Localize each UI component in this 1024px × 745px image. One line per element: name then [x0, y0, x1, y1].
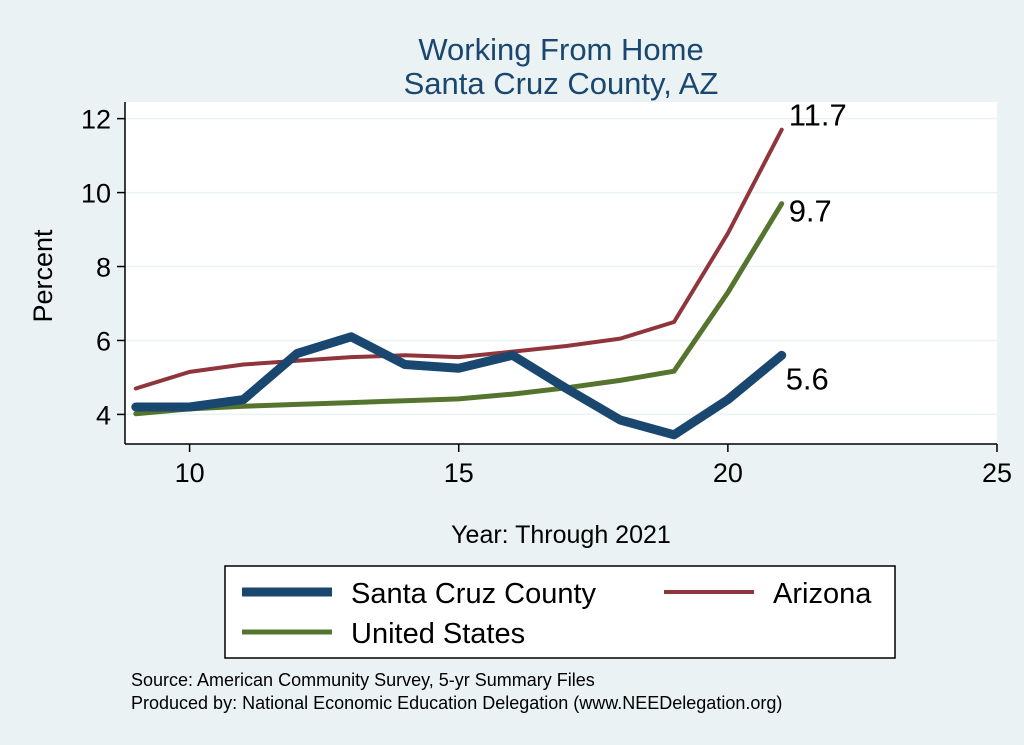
x-ticks: 10 15 20 25 [175, 444, 1012, 488]
y-axis-label: Percent [28, 229, 58, 323]
series-line-united-states [133, 201, 785, 417]
y-tick-label-12: 12 [81, 105, 111, 135]
series-line-arizona [133, 127, 784, 391]
series-lines [131, 127, 787, 440]
end-labels: 11.7 9.7 5.6 [786, 98, 847, 397]
y-tick-label-10: 10 [81, 179, 111, 209]
x-tick-label-20: 20 [713, 458, 743, 488]
end-label-arizona: 11.7 [789, 98, 847, 133]
x-tick-label-15: 15 [444, 458, 474, 488]
gridlines [125, 117, 997, 416]
chart-title-line-2: Santa Cruz County, AZ [404, 66, 719, 101]
x-tick-label-10: 10 [175, 458, 205, 488]
y-tick-label-4: 4 [96, 400, 111, 430]
end-label-santa-cruz-county: 5.6 [786, 361, 829, 396]
source-line-2: Produced by: National Economic Education… [131, 693, 782, 713]
x-tick-label-25: 25 [982, 458, 1012, 488]
series-line-santa-cruz-county [131, 332, 787, 440]
y-tick-label-6: 6 [96, 326, 111, 356]
legend-box [224, 565, 896, 659]
legend-label-arizona: Arizona [773, 578, 872, 610]
source-line-1: Source: American Community Survey, 5-yr … [131, 670, 595, 690]
end-label-united-states: 9.7 [789, 194, 832, 229]
chart-title-line-1: Working From Home [418, 32, 703, 67]
y-ticks: 4 6 8 10 12 [81, 105, 125, 430]
legend-label-united-states: United States [351, 618, 525, 650]
legend: Santa Cruz County Arizona United States [242, 578, 872, 650]
legend-label-santa-cruz-county: Santa Cruz County [351, 578, 597, 610]
x-axis-label: Year: Through 2021 [451, 521, 671, 549]
y-tick-label-8: 8 [96, 253, 111, 283]
